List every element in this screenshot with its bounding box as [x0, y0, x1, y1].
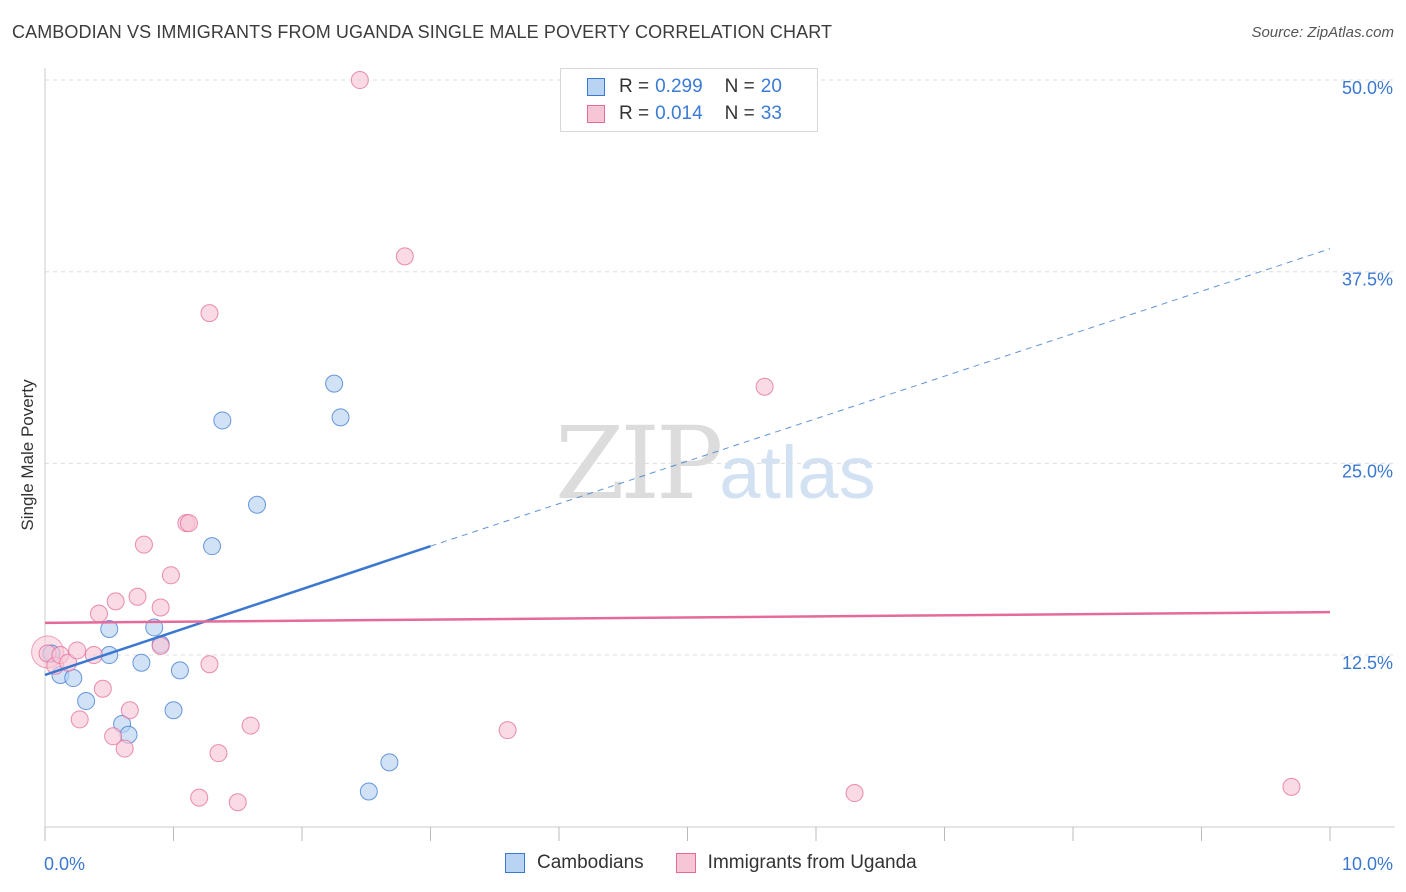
legend-label-uganda: Immigrants from Uganda: [707, 852, 917, 873]
y-tick-label: 12.5%: [1342, 653, 1393, 673]
source-label: Source: ZipAtlas.com: [1251, 24, 1394, 41]
uganda-point: [151, 598, 170, 617]
legend-row-cambodians: R = 0.299 N = 20: [587, 75, 782, 99]
uganda-point: [1282, 777, 1301, 796]
cambodians-point: [248, 495, 267, 514]
uganda-point: [68, 641, 87, 660]
cambodians-point: [132, 653, 151, 672]
cambodians-trendline: [44, 544, 431, 677]
legend-r-value: 0.299: [655, 76, 703, 97]
uganda-point: [134, 535, 153, 554]
cambodians-point: [213, 411, 232, 430]
cambodians-point: [380, 753, 399, 772]
cambodians-point: [100, 619, 119, 638]
chart-title: CAMBODIAN VS IMMIGRANTS FROM UGANDA SING…: [12, 22, 833, 42]
x-tick-label: 0.0%: [44, 854, 85, 874]
uganda-point: [200, 304, 219, 323]
legend-n-label: N =: [724, 76, 755, 97]
y-tick-label: 25.0%: [1342, 461, 1393, 481]
uganda-point: [115, 739, 134, 758]
uganda-point: [70, 710, 89, 729]
uganda-point: [498, 721, 517, 740]
cambodians-point: [77, 692, 96, 711]
legend-r-label: R =: [619, 103, 650, 124]
legend-n-value: 33: [760, 103, 782, 124]
series-legend: Cambodians Immigrants from Uganda: [505, 852, 949, 874]
uganda-point: [228, 793, 247, 812]
uganda-point: [89, 604, 108, 623]
stats-legend: R = 0.299 N = 20 R = 0.014 N = 33: [560, 68, 818, 132]
uganda-point: [190, 788, 209, 807]
legend-n-value: 20: [760, 76, 782, 97]
y-tick-label: 37.5%: [1342, 270, 1393, 290]
x-tick-label: 10.0%: [1342, 854, 1393, 874]
uganda-point: [755, 377, 774, 396]
uganda-point: [395, 247, 414, 266]
legend-swatch-uganda: [675, 853, 696, 873]
cambodians-point: [331, 408, 350, 427]
legend-swatch-pink: [587, 105, 605, 123]
cambodians-point: [325, 374, 344, 393]
legend-swatch-blue: [587, 78, 605, 96]
uganda-point: [128, 587, 147, 606]
uganda-point: [209, 744, 228, 763]
cambodians-point: [64, 669, 83, 688]
uganda-point: [104, 727, 123, 746]
y-tick-label: 50.0%: [1342, 78, 1393, 98]
uganda-point: [93, 679, 112, 698]
legend-row-uganda: R = 0.014 N = 33: [587, 102, 782, 126]
legend-item-uganda: Immigrants from Uganda: [675, 852, 917, 874]
watermark-atlas: atlas: [719, 431, 876, 514]
uganda-point: [845, 784, 864, 803]
uganda-point: [106, 592, 125, 611]
uganda-point: [350, 71, 369, 90]
uganda-point: [161, 566, 180, 585]
cambodians-trendline-extension: [430, 248, 1331, 547]
uganda-trendline: [44, 610, 1331, 625]
cambodians-point: [359, 782, 378, 801]
legend-n-label: N =: [724, 103, 755, 124]
cambodians-point: [170, 661, 189, 680]
cambodians-point: [203, 537, 222, 556]
uganda-point: [241, 716, 260, 735]
legend-r-label: R =: [619, 76, 650, 97]
legend-label-cambodians: Cambodians: [537, 852, 644, 873]
legend-swatch-cambodians: [505, 853, 525, 873]
uganda-point: [151, 636, 170, 655]
cambodians-point: [164, 701, 183, 720]
uganda-point: [179, 514, 198, 533]
legend-item-cambodians: Cambodians: [505, 852, 644, 874]
uganda-point: [120, 701, 139, 720]
uganda-point: [200, 655, 219, 674]
legend-r-value: 0.014: [655, 103, 703, 124]
